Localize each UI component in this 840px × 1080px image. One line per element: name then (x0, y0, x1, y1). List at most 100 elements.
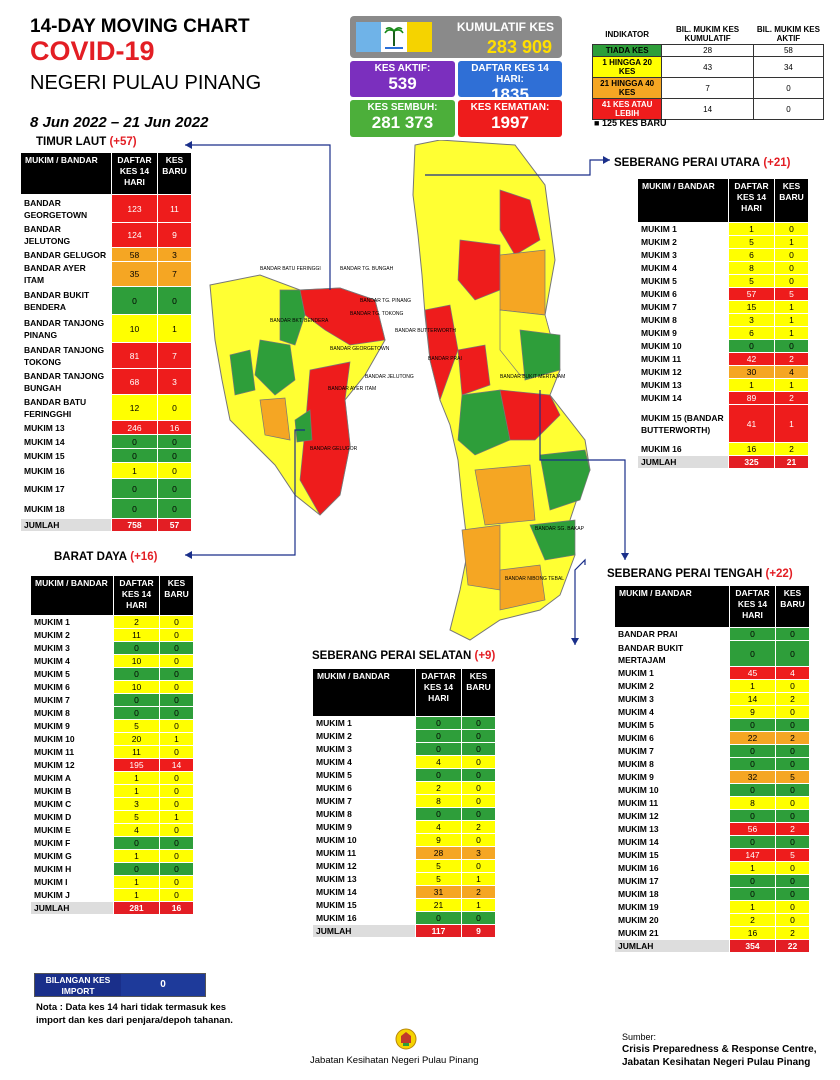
table-row: BANDAR JELUTONG 124 9 (20, 222, 192, 248)
table-row: MUKIM 8 0 0 (312, 807, 496, 821)
row-baru: 2 (774, 442, 809, 456)
indicator-label: 21 HINGGA 40 KES (591, 77, 663, 99)
import-value: 0 (121, 974, 205, 996)
sps-title: SEBERANG PERAI SELATAN (+9) (312, 650, 495, 662)
header-mukim: MUKIM / BANDAR (614, 585, 730, 628)
row-daftar: 1 (113, 875, 160, 889)
table-row: MUKIM 4 8 0 (637, 261, 809, 275)
row-baru: 0 (461, 911, 496, 925)
row-daftar: 0 (113, 693, 160, 707)
row-baru: 0 (461, 755, 496, 769)
row-daftar: 5 (113, 719, 160, 733)
indicator-label: 41 KES ATAU LEBIH (591, 98, 663, 120)
total-row: JUMLAH 325 21 (637, 455, 809, 469)
row-daftar: 0 (729, 718, 776, 732)
row-baru: 0 (157, 286, 192, 315)
row-daftar: 11 (113, 745, 160, 759)
row-daftar: 246 (111, 420, 158, 435)
table-row: MUKIM 12 5 0 (312, 859, 496, 873)
header-baru: KES BARU (461, 668, 496, 717)
map-label: BANDAR AYER ITAM (328, 386, 376, 392)
row-daftar: 1 (111, 462, 158, 479)
table-row: MUKIM 1 0 0 (312, 716, 496, 730)
row-baru: 0 (775, 679, 810, 693)
row-daftar: 57 (728, 287, 775, 301)
table-row: MUKIM 5 0 0 (614, 718, 810, 732)
table-row: MUKIM 6 22 2 (614, 731, 810, 745)
penang-flag-icon (356, 22, 432, 52)
row-daftar: 2 (113, 615, 160, 629)
import-label: BILANGAN KES IMPORT (35, 974, 121, 996)
table-row: MUKIM 8 0 0 (30, 706, 194, 720)
total-baru: 21 (774, 455, 809, 469)
table-row: MUKIM 16 1 0 (614, 861, 810, 875)
total-label: JUMLAH (30, 901, 114, 915)
table-row: MUKIM 3 14 2 (614, 692, 810, 706)
spt-table: MUKIM / BANDAR DAFTAR KES 14 HARI KES BA… (614, 585, 810, 953)
row-name: BANDAR JELUTONG (20, 222, 112, 248)
table-row: MUKIM 3 0 0 (312, 742, 496, 756)
row-baru: 1 (774, 313, 809, 327)
new-cases-legend: ■ 125 KES BARU (594, 118, 666, 128)
row-baru: 1 (461, 872, 496, 886)
table-row: MUKIM 9 6 1 (637, 326, 809, 340)
row-daftar: 0 (113, 706, 160, 720)
kumulatif-label: KUMULATIF KES (456, 20, 554, 34)
map-label: BANDAR TG. PINANG (360, 298, 411, 304)
row-baru: 0 (775, 783, 810, 797)
table-row: MUKIM F 0 0 (30, 836, 194, 850)
map-label: BANDAR JELUTONG (365, 374, 414, 380)
row-baru: 0 (774, 339, 809, 353)
row-baru: 0 (774, 261, 809, 275)
barat-daya-title: BARAT DAYA (+16) (54, 551, 157, 563)
daftar-value: 1835 (491, 85, 529, 104)
state-heading: NEGERI PULAU PINANG (30, 72, 262, 94)
spu-title: SEBERANG PERAI UTARA (+21) (614, 157, 790, 169)
indicator-row: 41 KES ATAU LEBIH 14 0 (591, 98, 825, 120)
table-row: MUKIM 9 4 2 (312, 820, 496, 834)
row-daftar: 0 (729, 627, 776, 641)
map-label: BANDAR PRAI (428, 356, 462, 362)
row-baru: 3 (157, 247, 192, 262)
kematian-box: KES KEMATIAN: 1997 (458, 100, 562, 137)
header-mukim: MUKIM / BANDAR (30, 575, 114, 616)
indicator-header: BIL. MUKIM KES AKTIF (753, 24, 824, 45)
kematian-label: KES KEMATIAN: (470, 102, 550, 113)
row-baru: 0 (461, 781, 496, 795)
timur-laut-title: TIMUR LAUT (+57) (36, 136, 137, 148)
map-label: BANDAR GELUGOR (310, 446, 358, 452)
map-label: BANDAR TG. TOKONG (350, 311, 403, 317)
total-label: JUMLAH (614, 939, 730, 953)
row-daftar: 5 (728, 235, 775, 249)
spt-name: SEBERANG PERAI TENGAH (607, 568, 763, 580)
row-baru: 0 (775, 757, 810, 771)
table-header: MUKIM / BANDAR DAFTAR KES 14 HARI KES BA… (20, 152, 192, 195)
row-baru: 0 (775, 861, 810, 875)
row-daftar: 1 (113, 849, 160, 863)
row-daftar: 0 (729, 874, 776, 888)
sps-name: SEBERANG PERAI SELATAN (312, 650, 472, 662)
row-baru: 1 (774, 404, 809, 443)
row-daftar: 16 (728, 442, 775, 456)
row-daftar: 15 (728, 300, 775, 314)
total-row: JUMLAH 758 57 (20, 518, 192, 532)
spu-name: SEBERANG PERAI UTARA (614, 157, 761, 169)
sembuh-value: 281 373 (371, 113, 434, 132)
row-baru: 0 (159, 693, 194, 707)
row-daftar: 124 (111, 222, 158, 248)
row-daftar: 0 (415, 807, 462, 821)
total-label: JUMLAH (637, 455, 729, 469)
penang-map: BANDAR BATU FERINGGI BANDAR TG. BUNGAH B… (209, 140, 591, 641)
table-row: MUKIM 5 0 0 (30, 667, 194, 681)
header-mukim: MUKIM / BANDAR (312, 668, 416, 717)
header-daftar: DAFTAR KES 14 HARI (415, 668, 462, 717)
spt-plus: (+22) (765, 568, 793, 580)
map-label: BANDAR BATU FERINGGI (260, 266, 321, 272)
table-row: MUKIM 7 8 0 (312, 794, 496, 808)
table-row: BANDAR PRAI 0 0 (614, 627, 810, 641)
table-row: MUKIM 9 32 5 (614, 770, 810, 784)
row-daftar: 8 (415, 794, 462, 808)
table-row: BANDAR BUKIT BENDERA 0 0 (20, 286, 192, 315)
row-baru: 0 (159, 888, 194, 902)
